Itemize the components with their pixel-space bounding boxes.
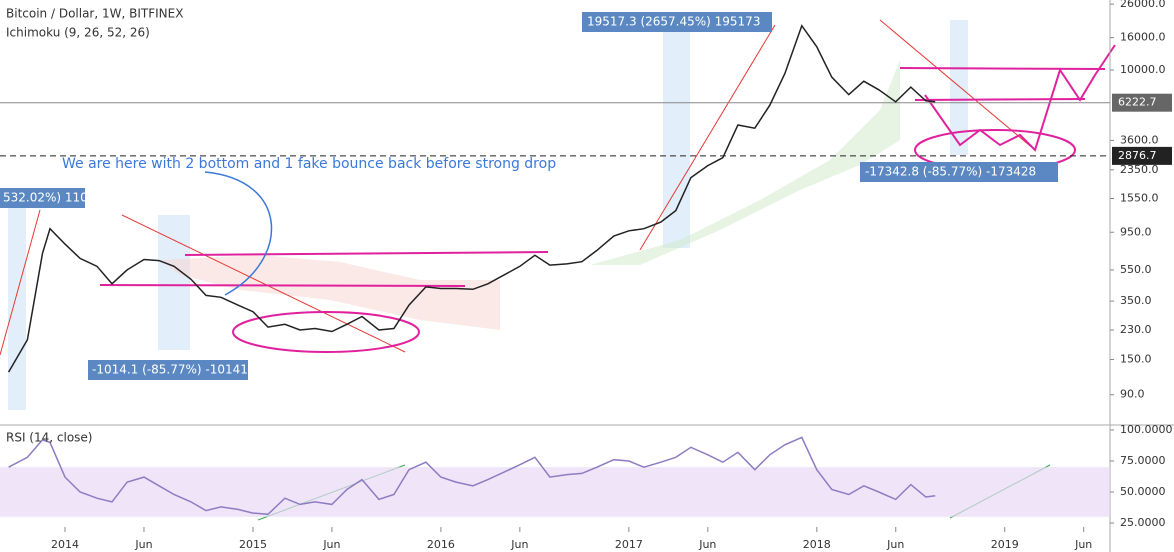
x-tick-label: Jun [322,538,340,551]
x-tick-label: 2015 [239,538,267,551]
range-highlight [663,32,690,248]
x-tick-label: 2018 [803,538,831,551]
label-box [88,360,248,380]
y-tick-label: 25.0000 [1120,516,1166,529]
y-tick-label: 100.0000 [1120,423,1173,436]
series-line [8,436,936,516]
measure-label: -1014.1 (-85.77%) -10141 [92,363,248,377]
x-tick-label: Jun [510,538,528,551]
range-highlight [950,20,968,155]
series-line [7,24,936,373]
drawn-line [184,251,549,256]
plot [0,24,1110,517]
range-highlight [8,190,26,410]
range-highlight [158,215,190,350]
y-tick-label: 3600.0 [1120,133,1159,146]
ichimoku-cloud [590,60,900,265]
price-tag-label: 6222.7 [1118,96,1157,109]
y-tick-label: 75.0000 [1120,454,1166,467]
drawn-line [899,67,1106,70]
drawn-line [99,284,466,287]
y-tick-label: 10000.0 [1120,63,1166,76]
drawn-line [914,98,1086,101]
x-tick-label: Jun [698,538,716,551]
trend-arrow [0,209,41,356]
price-tag [1112,93,1172,112]
annotation-text: We are here with 2 bottom and 1 fake bou… [62,156,556,172]
x-tick-label: Jun [1074,538,1092,551]
y-tick-label: 350.0 [1120,294,1152,307]
x-tick-label: 2014 [51,538,79,551]
y-tick-label: 26000.0 [1120,0,1166,10]
label-box [860,162,1058,182]
trend-arrow [639,24,776,251]
x-tick-label: 2019 [991,538,1019,551]
pointer-curve [204,171,273,296]
chart-title: Bitcoin / Dollar, 1W, BITFINEX [6,7,183,21]
label-box [582,12,772,32]
y-tick-label: 2350.0 [1120,163,1159,176]
y-tick-label: 1550.0 [1120,192,1159,205]
projection-path [924,44,1116,152]
indicator-label: Ichimoku (9, 26, 52, 26) [6,26,150,40]
price-tag-label: 2876.7 [1118,149,1157,162]
y-tick-label: 150.0 [1120,352,1152,365]
label-box [0,188,85,208]
y-tick-label: 950.0 [1120,225,1152,238]
x-tick-label: 2017 [615,538,643,551]
rsi-title: RSI (14, close) [6,431,92,445]
x-tick-label: 2016 [427,538,455,551]
rsi-band [0,467,1110,517]
trend-arrow [121,214,406,353]
ichimoku-cloud [160,255,500,330]
y-tick-label: 550.0 [1120,263,1152,276]
price-tag [1112,146,1172,165]
measure-label: 19517.3 (2657.45%) 195173 [587,15,760,29]
x-tick-label: Jun [886,538,904,551]
y-tick-label: 16000.0 [1120,31,1166,44]
x-tick-label: Jun [134,538,152,551]
y-tick-label: 90.0 [1120,388,1145,401]
trend-arrow [879,19,1036,151]
drawn-ellipse [232,311,420,353]
measure-label: 532.02%) 11098 [3,191,103,205]
y-tick-label: 230.0 [1120,323,1152,336]
measure-label: -17342.8 (-85.77%) -173428 [865,165,1036,179]
y-tick-label: 50.0000 [1120,485,1166,498]
